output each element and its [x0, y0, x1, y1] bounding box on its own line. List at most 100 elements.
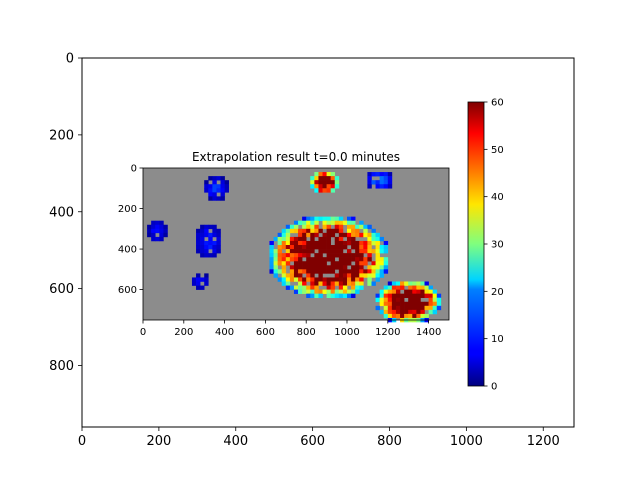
radar-cell	[342, 261, 348, 266]
radar-cell	[212, 188, 217, 193]
radar-cell	[342, 277, 348, 282]
radar-cell	[191, 277, 197, 282]
radar-cell	[424, 313, 429, 319]
radar-cell	[159, 224, 164, 230]
radar-cell	[342, 245, 348, 250]
radar-cell	[318, 281, 323, 286]
radar-cell	[269, 249, 274, 254]
radar-cell	[379, 273, 385, 278]
radar-cell	[359, 224, 364, 230]
radar-cell	[318, 249, 323, 254]
radar-cell	[351, 224, 356, 230]
radar-cell	[212, 228, 217, 234]
radar-cell	[432, 297, 438, 303]
radar-cell	[334, 216, 340, 221]
radar-cell	[424, 293, 429, 298]
radar-cell	[269, 240, 274, 246]
radar-cell	[367, 257, 372, 262]
radar-cell	[359, 232, 364, 238]
radar-cell	[338, 269, 344, 274]
inner-x-tick-label: 0	[140, 327, 146, 338]
radar-cell	[322, 176, 327, 181]
radar-cell	[318, 257, 323, 262]
radar-cell	[273, 273, 278, 278]
radar-cell	[359, 257, 364, 262]
radar-cell	[351, 220, 356, 226]
inner-y-tick-label: 200	[118, 204, 137, 215]
radar-cell	[273, 253, 278, 258]
radar-cell	[200, 232, 205, 238]
radar-cell	[326, 172, 331, 177]
radar-cell	[302, 249, 307, 254]
radar-cell	[351, 265, 356, 270]
radar-cell	[289, 257, 295, 262]
radar-cell	[412, 313, 417, 319]
radar-cell	[281, 228, 287, 234]
radar-cell	[326, 285, 331, 290]
radar-cell	[359, 273, 364, 278]
radar-cell	[155, 220, 160, 226]
radar-cell	[204, 232, 209, 238]
radar-cell	[371, 180, 376, 185]
radar-cell	[355, 289, 360, 294]
radar-cell	[314, 269, 319, 274]
radar-cell	[359, 285, 364, 290]
radar-cell	[326, 216, 331, 221]
radar-cell	[196, 249, 201, 254]
radar-cell	[347, 261, 352, 266]
radar-cell	[351, 240, 356, 246]
radar-cell	[322, 261, 327, 266]
radar-cell	[375, 249, 380, 254]
radar-cell	[306, 220, 311, 226]
radar-cell	[400, 293, 405, 298]
radar-cell	[216, 196, 221, 201]
radar-cell	[375, 180, 380, 185]
radar-cell	[363, 245, 368, 250]
radar-cell	[412, 289, 417, 294]
radar-cell	[310, 265, 315, 270]
radar-cell	[428, 285, 433, 290]
radar-cell	[285, 277, 291, 282]
radar-cell	[277, 240, 283, 246]
radar-cell	[334, 184, 340, 189]
colorbar-gradient	[467, 101, 485, 387]
radar-cell	[359, 245, 364, 250]
radar-cell	[322, 184, 327, 189]
radar-cell	[351, 228, 356, 234]
radar-cell	[408, 285, 413, 290]
radar-cell	[330, 232, 336, 238]
radar-cell	[310, 184, 315, 189]
colorbar-tick-label: 30	[491, 240, 504, 251]
radar-cell	[355, 277, 360, 282]
radar-cell	[204, 249, 209, 254]
radar-cell	[293, 265, 299, 270]
radar-cell	[351, 236, 356, 242]
radar-cell	[424, 289, 429, 294]
radar-cell	[338, 257, 344, 262]
radar-cell	[298, 261, 303, 266]
radar-cell	[416, 285, 421, 290]
radar-cell	[212, 253, 217, 258]
radar-cell	[342, 285, 348, 290]
radar-cell	[347, 249, 352, 254]
radar-cell	[314, 277, 319, 282]
radar-cell	[302, 253, 307, 258]
radar-cell	[322, 257, 327, 262]
radar-cell	[281, 273, 287, 278]
radar-cell	[326, 253, 331, 258]
inner-x-tick-label: 1200	[375, 327, 400, 338]
radar-cell	[326, 265, 331, 270]
radar-cell	[347, 293, 352, 298]
radar-cell	[326, 293, 331, 298]
radar-cell	[367, 224, 372, 230]
radar-cell	[314, 180, 319, 185]
radar-cell	[277, 232, 283, 238]
radar-cell	[342, 257, 348, 262]
radar-cell	[318, 172, 323, 177]
radar-cell	[412, 301, 417, 307]
radar-cell	[306, 265, 311, 270]
radar-cell	[387, 301, 393, 307]
radar-cell	[347, 220, 352, 226]
radar-cell	[383, 261, 389, 266]
radar-cell	[395, 289, 401, 294]
